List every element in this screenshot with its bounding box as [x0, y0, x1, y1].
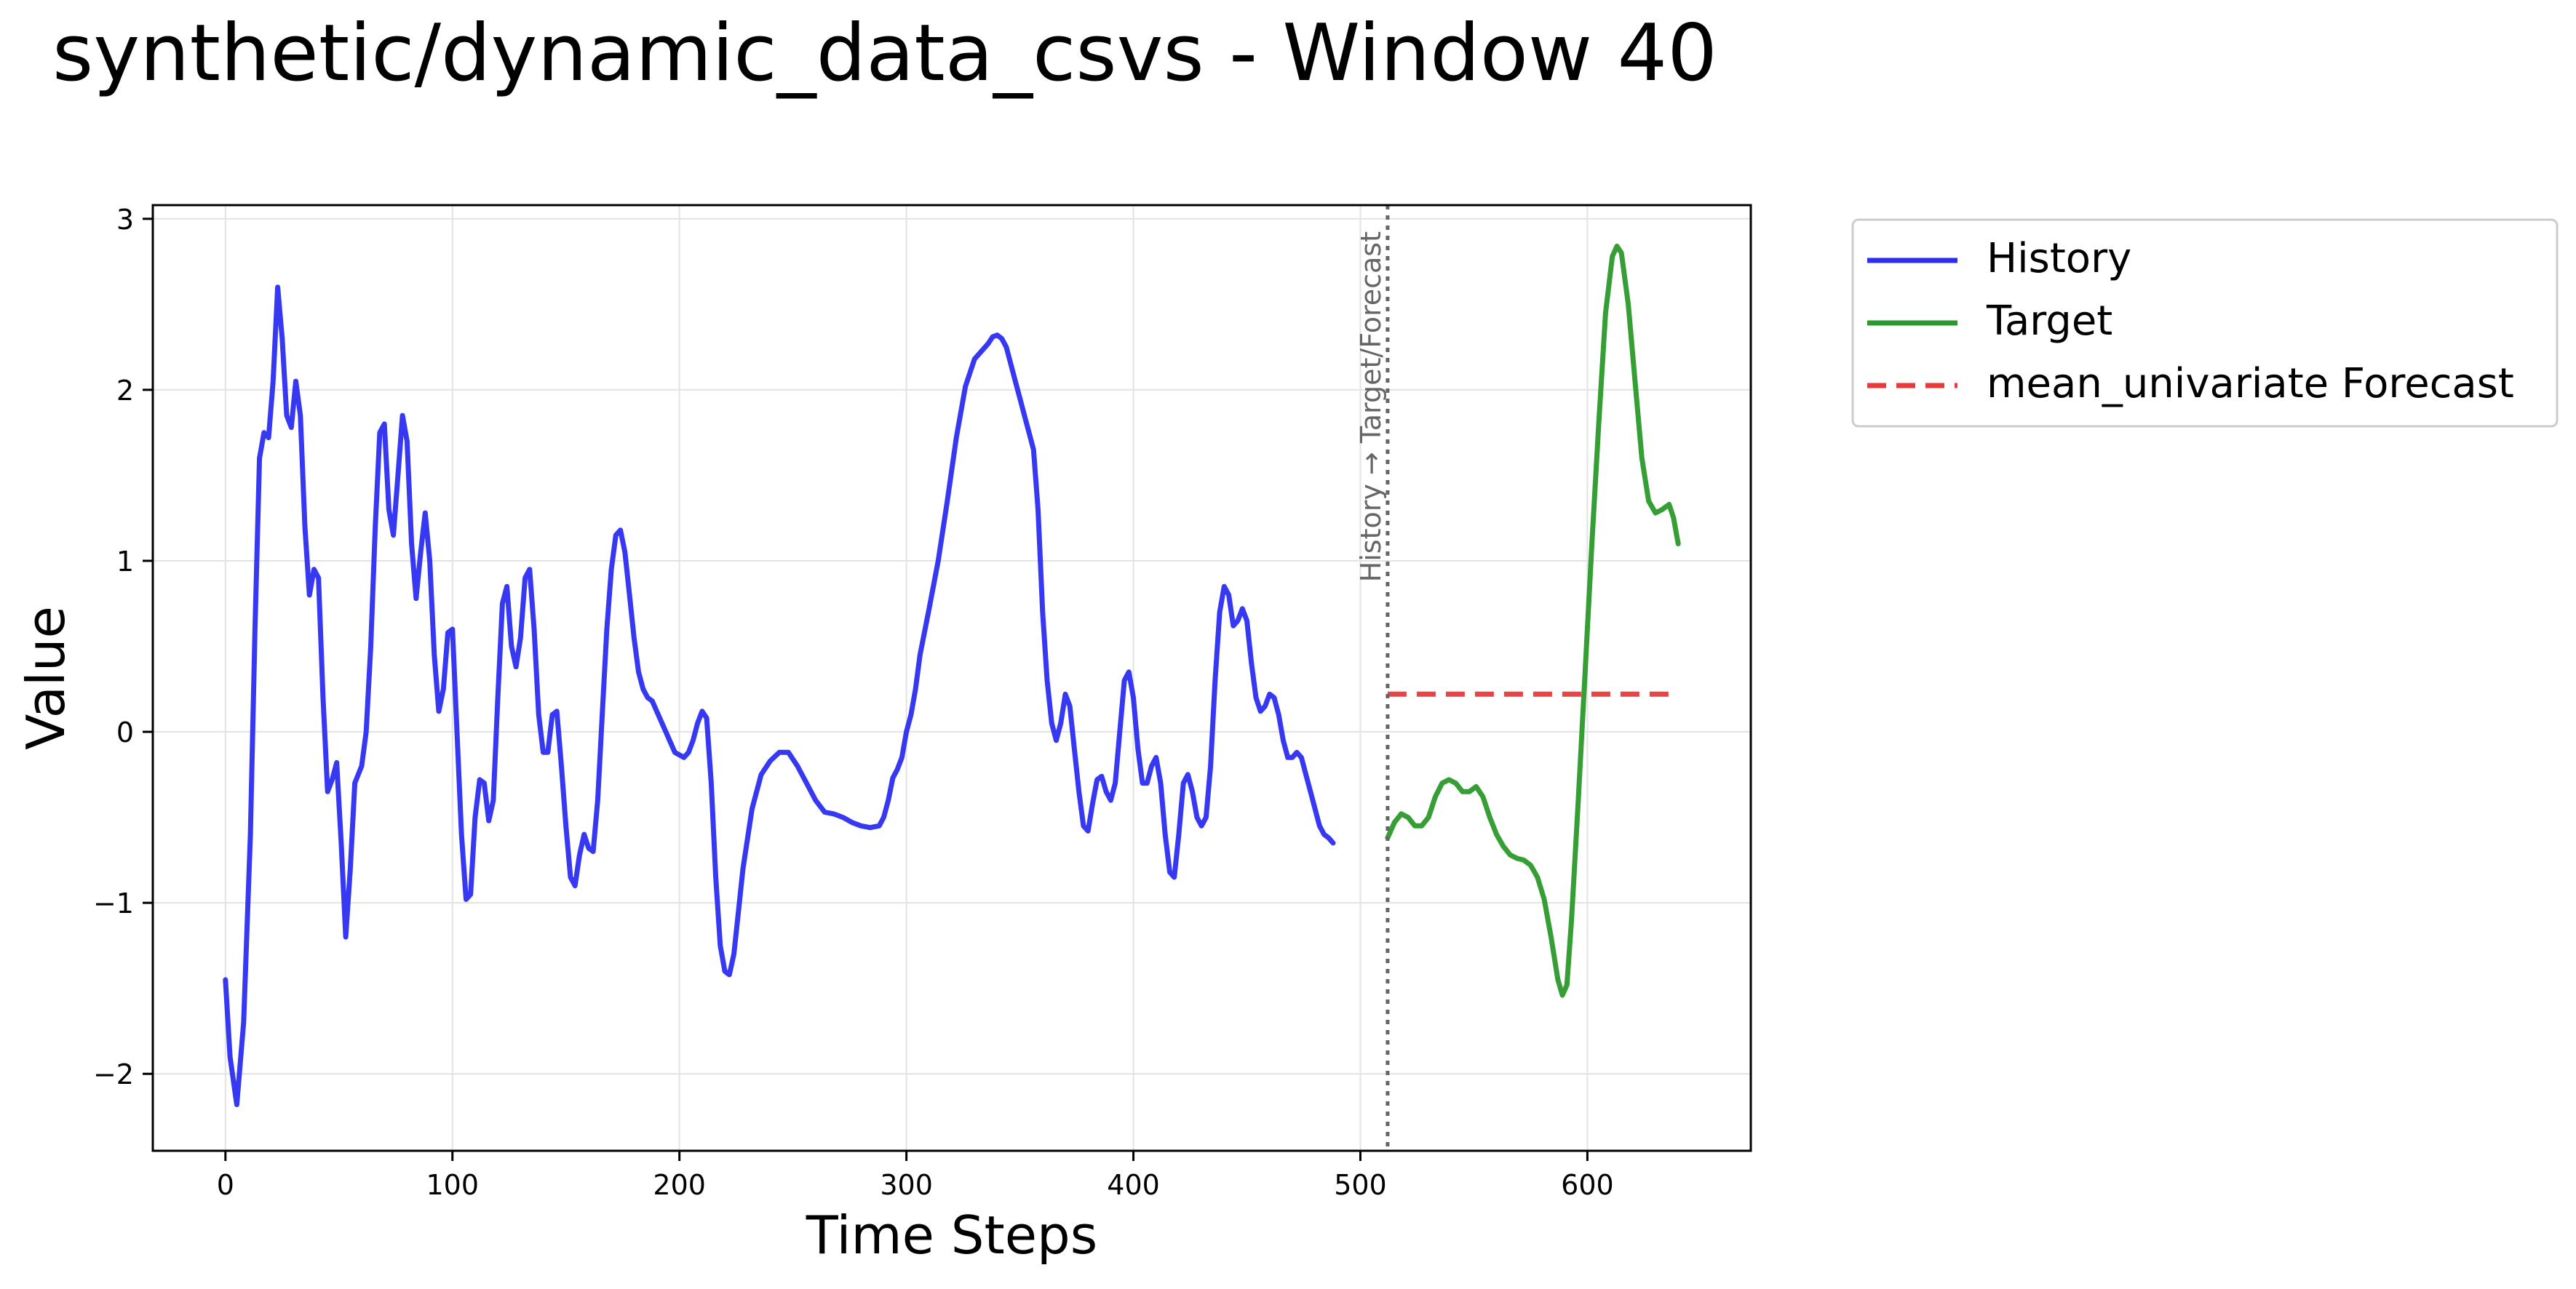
y-axis-label: Value [15, 606, 76, 750]
x-tick-label: 200 [653, 1169, 706, 1201]
y-tick-label: 3 [116, 204, 134, 236]
x-tick-label: 500 [1334, 1169, 1387, 1201]
x-axis-ticks: 0 100 200 300 400 500 600 [217, 1151, 1614, 1201]
history-line [223, 284, 1336, 1107]
legend-label-forecast: mean_univariate Forecast [1987, 360, 2514, 407]
series-layer [223, 243, 1681, 1107]
grid [153, 205, 1751, 1151]
y-tick-label: 0 [116, 717, 134, 749]
chart-title: synthetic/dynamic_data_csvs - Window 40 [52, 8, 1717, 99]
x-tick-label: 100 [426, 1169, 479, 1201]
legend: History Target mean_univariate Forecast [1851, 218, 2559, 428]
y-tick-label: −1 [93, 887, 134, 919]
x-tick-label: 300 [880, 1169, 933, 1201]
legend-frame [1851, 218, 2559, 428]
plot-frame [151, 204, 1752, 1152]
x-axis-label: Time Steps [806, 1205, 1098, 1266]
legend-label-history: History [1987, 235, 2131, 282]
divider: History → Target/Forecast [1355, 205, 1390, 1151]
divider-label: History → Target/Forecast [1355, 231, 1387, 582]
y-tick-label: 1 [116, 546, 134, 578]
target-line [1385, 243, 1681, 998]
y-tick-label: −2 [93, 1058, 134, 1090]
x-tick-label: 400 [1107, 1169, 1160, 1201]
x-tick-label: 0 [217, 1169, 234, 1201]
y-axis-ticks: −2 −1 0 1 2 3 [93, 204, 153, 1090]
legend-label-target: Target [1986, 298, 2112, 345]
y-tick-label: 2 [116, 375, 134, 407]
x-tick-label: 600 [1561, 1169, 1614, 1201]
